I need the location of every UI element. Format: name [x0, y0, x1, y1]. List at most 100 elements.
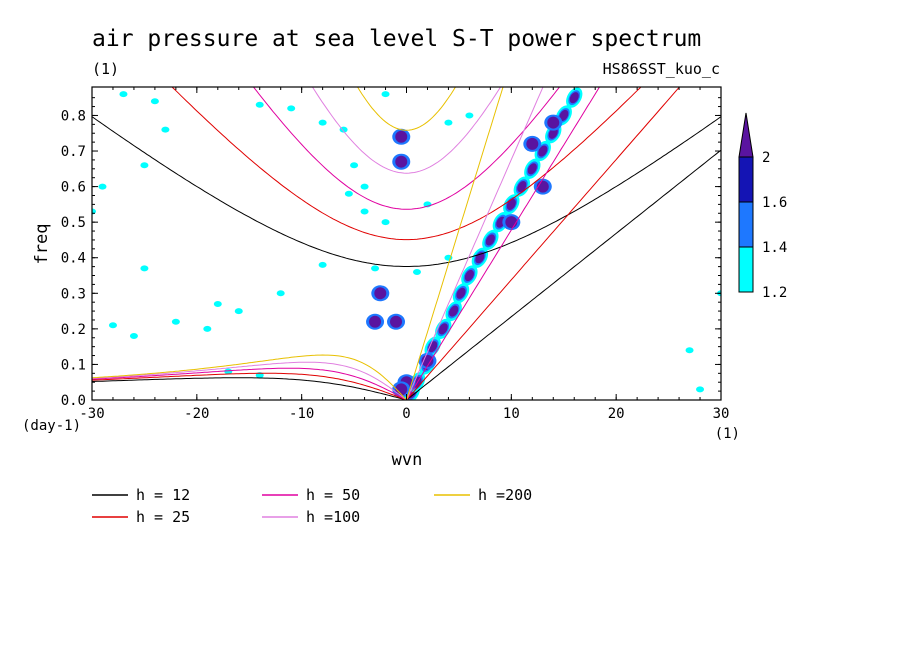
dispersion-curves: [92, 87, 721, 400]
kelvin-curve: [406, 87, 504, 400]
legend-label: h = 12: [136, 486, 190, 504]
power-speckle: [381, 219, 390, 226]
power-speckle: [171, 318, 180, 325]
power-speckle: [381, 91, 390, 98]
power-speckle: [696, 386, 705, 393]
colorbar-bin: [738, 201, 754, 248]
power-speckle: [360, 183, 369, 190]
ridge-mark-core: [456, 287, 466, 299]
power-speckle: [150, 98, 159, 105]
power-blob-core: [395, 130, 408, 143]
colorbar-bin: [738, 246, 754, 293]
x-axis: -30 -20 -10 0 10 20 30: [79, 87, 729, 422]
power-speckle: [412, 268, 421, 275]
y-unit-label: (day-1): [22, 418, 81, 434]
legend-label: h = 50: [306, 486, 360, 504]
power-speckle: [318, 261, 327, 268]
y-tick-label: 0.7: [61, 144, 86, 160]
colorbar-label: 1.4: [762, 240, 787, 256]
ridge-mark-core: [517, 181, 527, 193]
inertia-gravity-curve: [356, 87, 457, 131]
x-tick-label: 10: [503, 406, 520, 422]
power-speckle: [350, 162, 359, 169]
power-speckle: [108, 322, 117, 329]
kelvin-curve: [406, 87, 601, 400]
x-tick-label: 0: [402, 406, 410, 422]
power-speckle: [213, 300, 222, 307]
kelvin-curve: [406, 149, 721, 400]
ridge-mark-core: [559, 109, 569, 122]
ridge-mark-core: [438, 323, 448, 335]
y-axis-label: freq: [32, 224, 52, 265]
ridge-mark-core: [538, 145, 548, 157]
y-tick-label: 0.5: [61, 215, 86, 231]
power-speckle: [140, 162, 149, 169]
power-speckle: [465, 112, 474, 119]
colorbar-label: 1.2: [762, 285, 787, 301]
colorbar-label: 1.6: [762, 195, 787, 211]
power-speckle: [444, 119, 453, 126]
rossby-curve: [92, 377, 407, 400]
rossby-curve: [92, 367, 407, 400]
kelvin-curve: [406, 87, 681, 400]
y-tick-label: 0.4: [61, 251, 86, 267]
spectral-features: [92, 87, 721, 400]
power-speckle: [129, 332, 138, 339]
colorbar-bin: [738, 156, 754, 203]
power-speckle: [685, 347, 694, 354]
colorbar: 1.2 1.4 1.6 2: [738, 112, 787, 301]
ridge-mark-core: [464, 269, 474, 282]
ridge-mark-core: [527, 163, 537, 175]
power-speckle: [119, 91, 128, 98]
inertia-gravity-curve: [92, 116, 721, 267]
legend-label: h = 25: [136, 508, 190, 526]
y-tick-label: 0.1: [61, 357, 86, 373]
inertia-gravity-curve: [252, 87, 561, 210]
power-speckle: [98, 183, 107, 190]
x-tick-label: -20: [184, 406, 209, 422]
x-tick-label: 30: [713, 406, 730, 422]
power-speckle: [234, 308, 243, 315]
power-blob-core: [390, 315, 403, 328]
y-tick-label: 0.0: [61, 393, 86, 409]
power-speckle: [161, 126, 170, 133]
ridge-mark-core: [569, 92, 579, 104]
ridge-mark-core: [548, 127, 558, 139]
rossby-curve: [92, 354, 407, 400]
ridge-mark-core: [485, 234, 495, 246]
rossby-curve: [92, 361, 407, 400]
power-speckle: [255, 101, 264, 108]
power-blob-core: [369, 315, 382, 328]
power-speckle: [318, 119, 327, 126]
power-speckle: [140, 265, 149, 272]
power-blob-core: [547, 116, 560, 129]
inertia-gravity-curve: [171, 87, 642, 241]
legend-label: h =100: [306, 508, 360, 526]
y-tick-label: 0.3: [61, 286, 86, 302]
y-tick-label: 0.6: [61, 180, 86, 196]
ridge-mark-core: [449, 305, 459, 317]
power-speckle: [203, 325, 212, 332]
inertia-gravity-curve: [311, 87, 502, 174]
chart-subtitle-right: HS86SST_kuo_c: [603, 60, 720, 78]
colorbar-top-arrow: [738, 112, 754, 158]
power-blob-core: [395, 155, 408, 168]
x-axis-label: wvn: [392, 450, 423, 470]
power-speckle: [224, 368, 233, 375]
power-speckle: [276, 290, 285, 297]
y-axis: 0.0 0.1 0.2 0.3 0.4 0.5 0.6 0.7 0.8: [61, 97, 721, 409]
y-tick-label: 0.2: [61, 322, 86, 338]
chart-subtitle-left: (1): [92, 60, 119, 78]
power-speckle: [360, 208, 369, 215]
power-blob-core: [374, 287, 387, 300]
chart-title: air pressure at sea level S-T power spec…: [92, 26, 701, 52]
y-tick-label: 0.8: [61, 108, 86, 124]
legend: h = 12 h = 25 h = 50 h =100 h =200: [92, 486, 532, 526]
legend-label: h =200: [478, 486, 532, 504]
power-speckle: [287, 105, 296, 112]
kelvin-curve: [406, 87, 544, 400]
power-speckle: [344, 190, 353, 197]
power-blob-core: [505, 216, 518, 229]
rossby-curve: [92, 372, 407, 400]
